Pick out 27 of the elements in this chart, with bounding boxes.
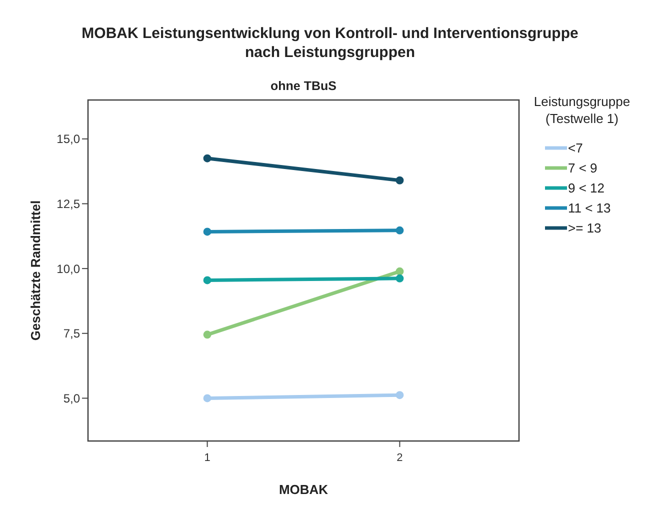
- point: [396, 391, 404, 400]
- y-tick-label: 12,5: [56, 196, 80, 211]
- legend-label: >= 13: [568, 220, 602, 236]
- point: [396, 226, 404, 234]
- y-axis-title: Geschätzte Randmittel: [28, 200, 43, 341]
- point: [396, 274, 404, 282]
- legend-label: 9 < 12: [568, 180, 605, 196]
- x-tick-label: 2: [396, 452, 403, 464]
- legend-label: 11 < 13: [568, 200, 611, 216]
- legend-label: 7 < 9: [568, 160, 598, 176]
- chart-subtitle: ohne TBuS: [270, 79, 336, 93]
- point: [203, 394, 212, 402]
- point: [203, 330, 212, 339]
- legend-title: Leistungsgruppe (Testwelle 1): [534, 94, 630, 126]
- point: [203, 154, 212, 162]
- point: [203, 228, 212, 236]
- y-tick-label: 5,0: [63, 391, 80, 406]
- chart-title: MOBAK Leistungsentwicklung von Kontroll- und Interventionsgruppe nach Leistungsgruppen: [82, 25, 578, 61]
- y-tick-label: 15,0: [56, 132, 80, 146]
- x-tick-label: 1: [204, 452, 210, 464]
- y-tick-label: 10,0: [56, 262, 80, 276]
- x-axis-title: MOBAK: [278, 482, 329, 497]
- y-tick-label: 7,5: [63, 326, 80, 341]
- point: [203, 276, 212, 284]
- point: [396, 267, 404, 276]
- point: [396, 176, 404, 184]
- legend-label: <7: [568, 140, 583, 156]
